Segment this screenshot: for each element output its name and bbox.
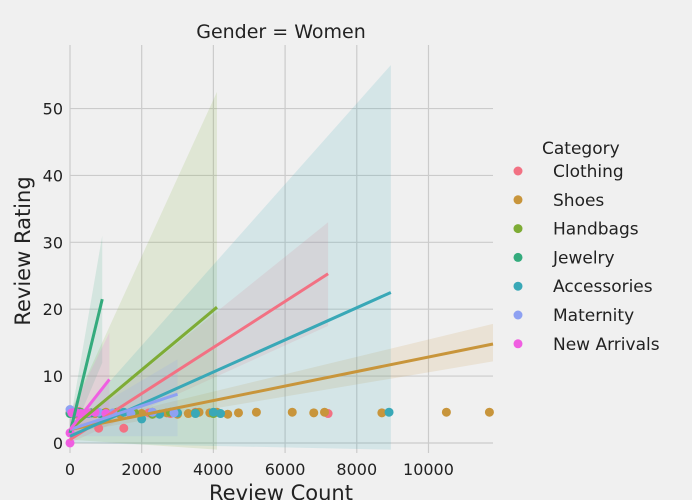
y-tick-label: 30 xyxy=(43,233,63,252)
legend-item-label: New Arrivals xyxy=(553,335,660,355)
chart-title: Gender = Women xyxy=(196,21,366,43)
y-tick-label: 0 xyxy=(53,434,63,453)
legend-item-label: Clothing xyxy=(553,162,624,182)
legend-marker xyxy=(513,224,523,234)
legend-item-label: Shoes xyxy=(553,191,604,211)
regression-line xyxy=(68,298,104,434)
regression-line xyxy=(69,272,329,441)
x-tick-label: 8000 xyxy=(336,460,377,479)
regression-line xyxy=(68,378,111,431)
data-point xyxy=(384,407,394,417)
y-tick-label: 10 xyxy=(43,367,63,386)
regression-line xyxy=(69,306,218,431)
legend-marker xyxy=(513,252,523,262)
x-tick-label: 10000 xyxy=(403,460,454,479)
regression-lines xyxy=(68,272,494,441)
legend: Category Clothing Shoes Handbags Jewelry Acc… xyxy=(513,139,660,355)
confidence-band xyxy=(70,323,493,433)
data-point xyxy=(233,408,243,418)
legend-title: Category xyxy=(542,139,620,159)
y-axis-label: Review Rating xyxy=(11,176,35,325)
x-tick-label: 2000 xyxy=(121,460,162,479)
data-point xyxy=(190,409,200,419)
legend-marker xyxy=(513,166,523,176)
legend-marker xyxy=(513,339,523,349)
legend-item-label: Accessories xyxy=(553,277,653,297)
regression-line xyxy=(69,392,179,432)
data-point xyxy=(208,407,218,417)
legend-item-label: Maternity xyxy=(553,306,634,326)
legend-marker xyxy=(513,195,523,205)
plot-area xyxy=(70,45,493,453)
data-point xyxy=(183,409,193,419)
regression-line xyxy=(69,342,494,432)
legend-marker xyxy=(513,310,523,320)
x-tick-label: 4000 xyxy=(193,460,234,479)
confidence-band xyxy=(70,235,103,440)
x-tick-label: 0 xyxy=(65,460,75,479)
data-point xyxy=(223,409,233,419)
x-tick-labels: 0 2000 4000 6000 8000 10000 xyxy=(65,460,454,479)
data-point xyxy=(441,407,451,417)
data-point xyxy=(484,407,494,417)
confidence-band xyxy=(70,91,217,450)
legend-item-label: Handbags xyxy=(553,220,639,240)
data-point xyxy=(169,408,179,418)
data-point xyxy=(65,438,75,448)
y-tick-label: 50 xyxy=(43,100,63,119)
x-tick-label: 6000 xyxy=(265,460,306,479)
data-point xyxy=(251,407,261,417)
data-point xyxy=(287,407,297,417)
data-point xyxy=(309,408,319,418)
x-axis-label: Review Count xyxy=(209,481,353,500)
y-tick-label: 20 xyxy=(43,300,63,319)
data-point xyxy=(377,408,387,418)
data-point xyxy=(320,407,330,417)
legend-marker xyxy=(513,281,523,291)
grid xyxy=(69,45,493,453)
y-tick-label: 40 xyxy=(43,166,63,185)
data-point xyxy=(216,409,226,419)
legend-item-label: Jewelry xyxy=(552,248,615,268)
confidence-band xyxy=(70,222,329,443)
confidence-band xyxy=(70,65,391,450)
y-tick-labels: 0 10 20 30 40 50 xyxy=(43,100,63,453)
data-point xyxy=(119,423,129,433)
